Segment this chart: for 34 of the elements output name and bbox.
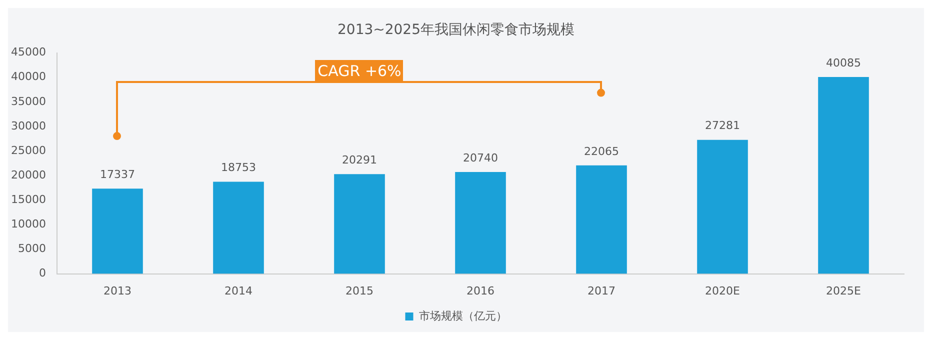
legend-label: 市场规模（亿元） [418,309,507,322]
bar [576,165,627,274]
data-label: 18753 [220,161,256,174]
y-tick-label: 15000 [10,192,46,206]
y-tick-label: 10000 [10,218,46,231]
annotation: CAGR +6% [315,60,404,84]
y-tick-label: 45000 [10,46,46,59]
y-tick-label: 40000 [10,70,46,84]
x-tick-label: 2013 [103,284,132,298]
x-tick-label: 2016 [466,284,494,298]
x-tick-label: 2017 [587,284,616,298]
y-tick-label: 20000 [10,168,46,182]
y-tick-label: 5000 [18,242,46,256]
data-label: 27281 [705,119,740,132]
x-tick-label: 2020E [705,284,740,298]
chart-title: 2013~2025年我国休闲零食市场规模 [338,22,574,38]
bar [455,172,506,274]
y-tick-label: 30000 [10,119,46,132]
x-tick-label: 2015 [345,284,374,298]
x-tick-label: 2014 [224,284,252,298]
y-tick-label: 0 [38,266,46,280]
bar [697,140,748,274]
bar [334,174,385,274]
data-label: 40085 [826,56,861,70]
bar [213,182,264,274]
data-label: 20740 [462,151,498,164]
bar [818,76,869,274]
data-label: 17337 [100,168,135,182]
x-tick-label: 2025E [826,284,862,298]
y-tick-label: 35000 [10,94,46,108]
data-label: 22065 [584,144,619,158]
data-label: 20291 [342,154,377,167]
y-tick-label: 25000 [10,144,46,157]
bar [92,188,143,274]
